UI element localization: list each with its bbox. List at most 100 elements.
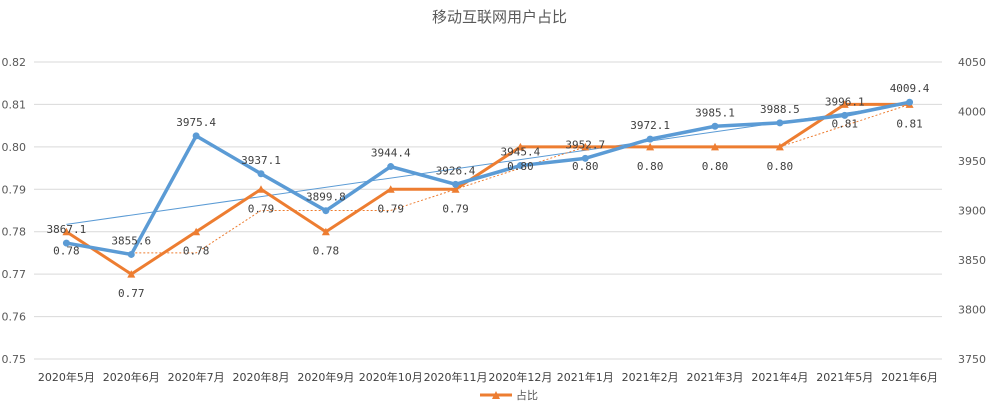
users-point (62, 239, 70, 247)
ratio-data-label: 0.79 (248, 202, 275, 215)
users-data-label: 3952.7 (565, 138, 605, 151)
x-tick-label: 2020年12月 (488, 370, 552, 384)
ratio-point (321, 227, 330, 236)
ratio-data-label: 0.80 (767, 160, 794, 173)
right-tick-label: 3850 (958, 254, 986, 267)
users-point (192, 132, 200, 140)
right-tick-label: 4050 (958, 56, 986, 69)
ratio-point (62, 227, 71, 236)
users-line (66, 100, 910, 257)
users-data-label: 3926.4 (436, 164, 476, 177)
users-point (841, 111, 849, 119)
users-point (322, 207, 330, 215)
right-tick-label: 3800 (958, 304, 986, 317)
data-labels: 3867.1 3855.6 3975.4 3937.1 3899.8 3944.4 3926… (47, 82, 930, 300)
x-tick-label: 2021年2月 (622, 370, 679, 384)
ratio-data-label: 0.78 (183, 245, 210, 258)
ratio-point (127, 270, 136, 278)
ratio-data-label: 0.77 (118, 287, 145, 300)
ratio-data-label: 0.81 (896, 117, 923, 130)
ratio-point (451, 185, 460, 193)
ratio-data-label: 0.79 (377, 202, 404, 215)
users-data-label: 3975.4 (176, 116, 216, 129)
x-tick-label: 2020年5月 (38, 370, 95, 384)
x-tick-label: 2020年6月 (103, 370, 160, 384)
left-tick-label: 0.82 (2, 56, 27, 69)
ratio-point (581, 142, 590, 151)
right-tick-label: 3750 (958, 353, 986, 366)
users-data-label: 3972.1 (630, 119, 670, 132)
x-tick-label: 2021年4月 (751, 370, 808, 384)
ratio-point (840, 100, 849, 108)
x-tick-label: 2020年9月 (297, 370, 354, 384)
left-tick-label: 0.76 (2, 311, 27, 324)
users-point (127, 250, 135, 258)
ratio-data-label: 0.80 (702, 160, 729, 173)
x-tick-label: 2020年11月 (424, 370, 488, 384)
users-data-label: 3867.1 (47, 223, 87, 236)
users-data-label: 3899.8 (306, 191, 346, 204)
ratio-data-label: 0.78 (313, 245, 340, 258)
ratio-point (711, 142, 719, 151)
left-tick-label: 0.79 (2, 183, 27, 196)
gridlines (34, 61, 942, 360)
ratio-point (386, 185, 395, 193)
ratio-point (257, 185, 265, 193)
legend[interactable]: 占比 (480, 388, 538, 402)
users-data-label: 3985.1 (695, 106, 735, 119)
legend-marker (492, 391, 500, 399)
users-data-label: 3855.6 (111, 234, 151, 247)
ratio-data-label: 0.80 (572, 160, 599, 173)
ratio-point (775, 142, 784, 151)
ratio-point (646, 142, 655, 151)
x-axis: 2020年5月 2020年6月 2020年7月 2020年8月 2020年9月 2020年… (38, 370, 938, 384)
ratio-data-label: 0.80 (507, 160, 534, 173)
left-tick-label: 0.80 (2, 141, 27, 154)
users-point (387, 163, 395, 171)
ratio-moving-average (131, 103, 910, 254)
x-tick-label: 2020年10月 (359, 370, 423, 384)
series-ratio (62, 100, 914, 278)
users-point (452, 180, 460, 188)
users-data-label: 3937.1 (241, 154, 281, 167)
legend-label: 占比 (516, 388, 538, 402)
x-tick-label: 2021年6月 (881, 370, 938, 384)
ratio-point (192, 227, 201, 236)
x-tick-label: 2021年3月 (687, 370, 744, 384)
users-point (776, 119, 784, 127)
ratio-line (65, 102, 910, 276)
users-point (257, 170, 265, 178)
users-point (646, 135, 654, 143)
right-tick-label: 3900 (958, 205, 986, 218)
x-tick-label: 2020年7月 (168, 370, 225, 384)
right-tick-label: 4000 (958, 106, 986, 119)
left-tick-label: 0.77 (2, 268, 27, 281)
users-point (906, 98, 914, 106)
ratio-data-label: 0.81 (831, 117, 858, 130)
users-data-label: 3945.4 (501, 146, 541, 159)
users-data-label: 3988.5 (760, 103, 800, 116)
users-point (581, 154, 589, 162)
ratio-data-label: 0.78 (53, 245, 80, 258)
users-point (711, 122, 719, 130)
left-tick-label: 0.78 (2, 226, 27, 239)
left-tick-label: 0.81 (2, 98, 27, 111)
ratio-point (516, 142, 525, 151)
x-tick-label: 2021年1月 (557, 370, 614, 384)
right-tick-label: 3950 (958, 155, 986, 168)
x-tick-label: 2020年8月 (233, 370, 290, 384)
series-users (62, 98, 914, 258)
left-axis: 0.75 0.76 0.77 0.78 0.79 0.80 0.81 0.82 (2, 56, 27, 366)
users-data-label: 3944.4 (371, 147, 411, 160)
users-point (516, 162, 524, 170)
right-axis: 3750 3800 3850 3900 3950 4000 4050 (958, 56, 986, 366)
x-tick-label: 2021年5月 (816, 370, 873, 384)
ratio-data-label: 0.80 (637, 160, 664, 173)
ratio-data-label: 0.79 (442, 202, 469, 215)
users-data-label: 3996.1 (825, 95, 865, 108)
left-tick-label: 0.75 (2, 353, 27, 366)
users-data-label: 4009.4 (890, 82, 930, 95)
chart-title: 移动互联网用户占比 (432, 8, 567, 26)
